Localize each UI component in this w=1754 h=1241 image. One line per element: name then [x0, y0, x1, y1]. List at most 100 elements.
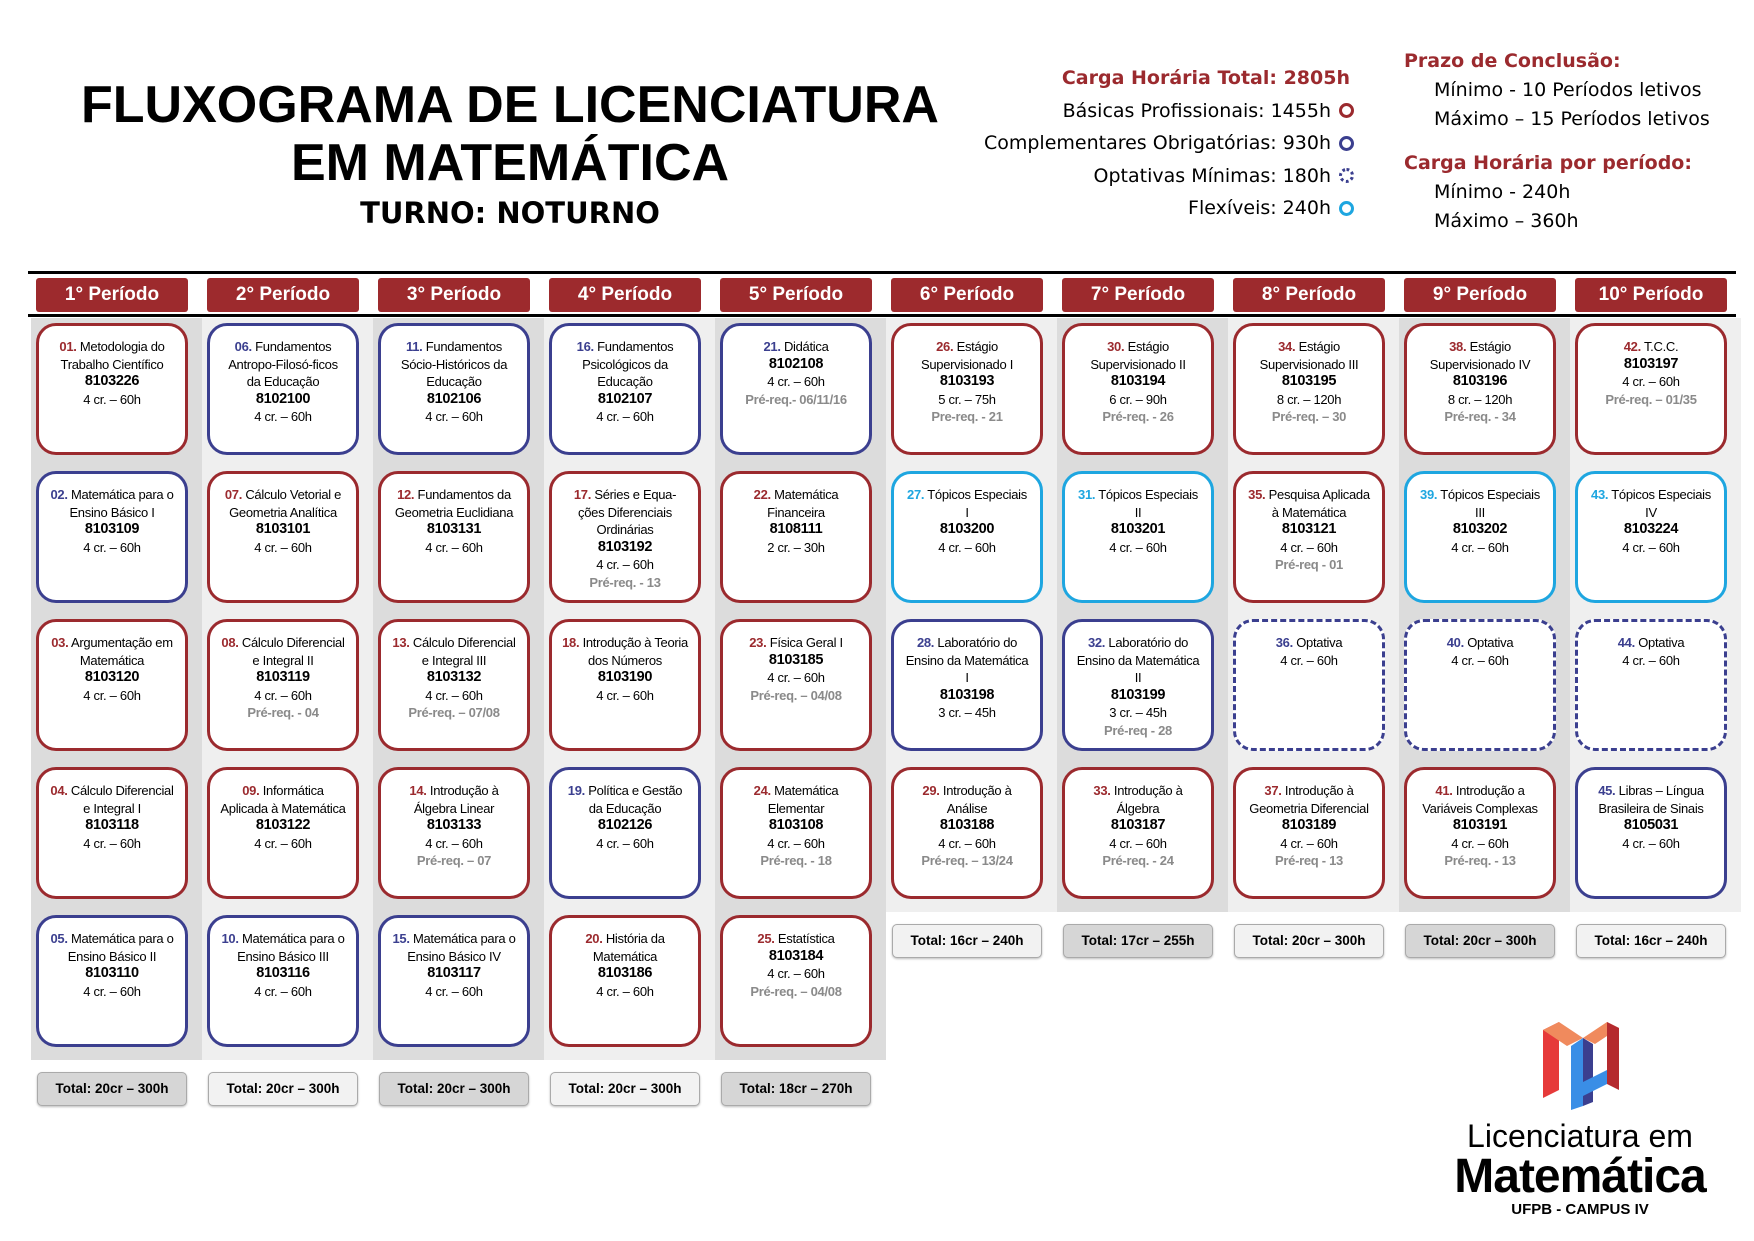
- course-title: 13. Cálculo Diferencial e Integral III: [391, 634, 517, 669]
- course-prereq: Pré-req. – 04/08: [750, 983, 842, 999]
- course-card[interactable]: 37. Introdução à Geometria Diferencial 81…: [1233, 767, 1385, 899]
- course-card[interactable]: 15. Matemática para o Ensino Básico IV 81…: [378, 915, 530, 1047]
- course-credits: 4 cr. – 60h: [767, 966, 825, 981]
- course-number: 23.: [749, 635, 767, 650]
- course-card[interactable]: 16. Fundamentos Psicológicos da Educação…: [549, 323, 701, 455]
- course-card[interactable]: 32. Laboratório do Ensino da Matemática …: [1062, 619, 1214, 751]
- course-number: 14.: [409, 783, 427, 798]
- course-card[interactable]: 21. Didática 8102108 4 cr. – 60h Pré-req.- …: [720, 323, 872, 455]
- course-title: 07. Cálculo Vetorial e Geometria Analíti…: [220, 486, 346, 521]
- course-number: 11.: [406, 339, 423, 354]
- course-title: 11. Fundamentos Sócio-Históricos da Educ…: [391, 338, 517, 391]
- load-max: Máximo – 360h: [1434, 210, 1579, 232]
- course-card[interactable]: 25. Estatística 8103184 4 cr. – 60h Pré-req…: [720, 915, 872, 1047]
- period-total: Total: 18cr – 270h: [721, 1072, 871, 1106]
- course-card[interactable]: 19. Política e Gestão da Educação 8102126…: [549, 767, 701, 899]
- course-card[interactable]: 20. História da Matemática 8103186 4 cr. –…: [549, 915, 701, 1047]
- course-prereq: Pré-req. - 24: [1102, 853, 1174, 868]
- course-title: 24. Matemática Elementar: [733, 782, 859, 817]
- load-heading: Carga Horária por período:: [1404, 152, 1692, 174]
- course-card[interactable]: 31. Tópicos Especiais II 8103201 4 cr. – 6…: [1062, 471, 1214, 603]
- course-card[interactable]: 40. Optativa 4 cr. – 60h: [1404, 619, 1556, 751]
- course-card[interactable]: 41. Introdução a Variáveis Complexas 8103…: [1404, 767, 1556, 899]
- course-title: 25. Estatística: [733, 930, 859, 948]
- course-card[interactable]: 23. Física Geral I 8103185 4 cr. – 60h Pré-…: [720, 619, 872, 751]
- course-card[interactable]: 02. Matemática para o Ensino Básico I 810…: [36, 471, 188, 603]
- course-card[interactable]: 29. Introdução à Análise 8103188 4 cr. – 6…: [891, 767, 1043, 899]
- course-code: 8102100: [255, 390, 311, 407]
- course-code: 8103131: [426, 521, 482, 537]
- course-card[interactable]: 01. Metodologia do Trabalho Científico 81…: [36, 323, 188, 455]
- course-prereq: Pré-req. – 30: [1271, 409, 1347, 424]
- course-credits: 4 cr. – 60h: [1622, 835, 1680, 851]
- course-card[interactable]: 03. Argumentação em Matemática 8103120 4 c…: [36, 619, 188, 751]
- course-title: 15. Matemática para o Ensino Básico IV: [391, 930, 517, 965]
- course-card[interactable]: 10. Matemática para o Ensino Básico III 8…: [207, 915, 359, 1047]
- course-card[interactable]: 24. Matemática Elementar 8103108 4 cr. – 6…: [720, 767, 872, 899]
- course-card[interactable]: 14. Introdução à Álgebra Linear 8103133 4 …: [378, 767, 530, 899]
- course-card[interactable]: 45. Libras – Língua Brasileira de Sinais…: [1575, 767, 1727, 899]
- course-card[interactable]: 38. Estágio Supervisionado IV 8103196 8 cr…: [1404, 323, 1556, 455]
- course-title: 16. Fundamentos Psicológicos da Educação: [562, 338, 688, 391]
- course-name: Introdução à Teoria dos Números: [582, 635, 689, 668]
- course-card[interactable]: 44. Optativa 4 cr. – 60h: [1575, 619, 1727, 751]
- course-number: 20.: [585, 931, 603, 946]
- course-card[interactable]: 43. Tópicos Especiais IV 8103224 4 cr. – 6…: [1575, 471, 1727, 603]
- course-name: Optativa: [1638, 635, 1685, 650]
- course-name: T.C.C.: [1643, 339, 1679, 354]
- course-name: Estágio Supervisionado III: [1259, 339, 1359, 372]
- course-credits: 6 cr. – 90h: [1109, 391, 1167, 407]
- course-card[interactable]: 39. Tópicos Especiais III 8103202 4 cr. – …: [1404, 471, 1556, 603]
- course-card[interactable]: 05. Matemática para o Ensino Básico II 81…: [36, 915, 188, 1047]
- course-card[interactable]: 18. Introdução à Teoria dos Números 81031…: [549, 619, 701, 751]
- course-title: 26. Estágio Supervisionado I: [904, 338, 1030, 373]
- course-prereq: Pré-req - 13: [1275, 853, 1343, 868]
- course-name: Matemática Elementar: [767, 783, 839, 816]
- legend-item-flexible: Flexíveis: 240h: [984, 192, 1354, 225]
- course-number: 22.: [753, 487, 771, 502]
- course-code: 8103122: [255, 817, 311, 833]
- course-name: Cálculo Vetorial e Geometria Analítica: [229, 487, 342, 520]
- course-card[interactable]: 28. Laboratório do Ensino da Matemática …: [891, 619, 1043, 751]
- course-card[interactable]: 07. Cálculo Vetorial e Geometria Analíti…: [207, 471, 359, 603]
- course-card[interactable]: 33. Introdução à Álgebra 8103187 4 cr. – 6…: [1062, 767, 1214, 899]
- course-card[interactable]: 26. Estágio Supervisionado I 8103193 5 cr.…: [891, 323, 1043, 455]
- course-card[interactable]: 27. Tópicos Especiais I 8103200 4 cr. – 60…: [891, 471, 1043, 603]
- course-card[interactable]: 06. Fundamentos Antropo-Filosó-ficos da …: [207, 323, 359, 455]
- course-prereq: Pré-req. – 07/08: [408, 705, 500, 720]
- course-number: 03.: [51, 635, 69, 650]
- course-card[interactable]: 08. Cálculo Diferencial e Integral II 810…: [207, 619, 359, 751]
- course-number: 30.: [1107, 339, 1125, 354]
- course-code: 8102107: [597, 390, 653, 407]
- course-number: 15.: [392, 931, 410, 946]
- course-card[interactable]: 12. Fundamentos da Geometria Euclidiana 8…: [378, 471, 530, 603]
- course-card[interactable]: 34. Estágio Supervisionado III 8103195 8 c…: [1233, 323, 1385, 455]
- course-card[interactable]: 17. Séries e Equa-ções Diferenciais Ordi…: [549, 471, 701, 603]
- course-number: 01.: [59, 339, 77, 354]
- course-title: 34. Estágio Supervisionado III: [1246, 338, 1372, 373]
- course-card[interactable]: 09. Informática Aplicada à Matemática 810…: [207, 767, 359, 899]
- page-title: FLUXOGRAMA DE LICENCIATURA: [81, 76, 939, 134]
- course-card[interactable]: 42. T.C.C. 8103197 4 cr. – 60h Pré-req. – 0…: [1575, 323, 1727, 455]
- course-card[interactable]: 13. Cálculo Diferencial e Integral III 81…: [378, 619, 530, 751]
- course-card[interactable]: 11. Fundamentos Sócio-Históricos da Educ…: [378, 323, 530, 455]
- course-credits: 4 cr. – 60h: [83, 835, 141, 851]
- course-name: Metodologia do Trabalho Científico: [60, 339, 165, 372]
- course-card[interactable]: 04. Cálculo Diferencial e Integral I 8103…: [36, 767, 188, 899]
- course-code: 8102108: [768, 355, 824, 372]
- period-header: 5° Período: [720, 278, 872, 312]
- course-credits: 4 cr. – 60h: [767, 835, 825, 851]
- period-header: 1° Período: [36, 278, 188, 312]
- course-title: 29. Introdução à Análise: [904, 782, 1030, 817]
- shift-label: TURNO: NOTURNO: [360, 196, 660, 230]
- deadline-max: Máximo – 15 Períodos letivos: [1434, 108, 1710, 130]
- course-card[interactable]: 35. Pesquisa Aplicada à Matemática 810312…: [1233, 471, 1385, 603]
- course-code: 8103110: [85, 965, 139, 981]
- course-card[interactable]: 30. Estágio Supervisionado II 8103194 6 cr…: [1062, 323, 1214, 455]
- course-title: 10. Matemática para o Ensino Básico III: [220, 930, 346, 965]
- course-card[interactable]: 22. Matemática Financeira 8108111 2 cr. – …: [720, 471, 872, 603]
- course-title: 23. Física Geral I: [733, 634, 859, 652]
- course-prereq: Pré-req.- 06/11/16: [745, 391, 847, 407]
- course-number: 19.: [567, 783, 585, 798]
- course-card[interactable]: 36. Optativa 4 cr. – 60h: [1233, 619, 1385, 751]
